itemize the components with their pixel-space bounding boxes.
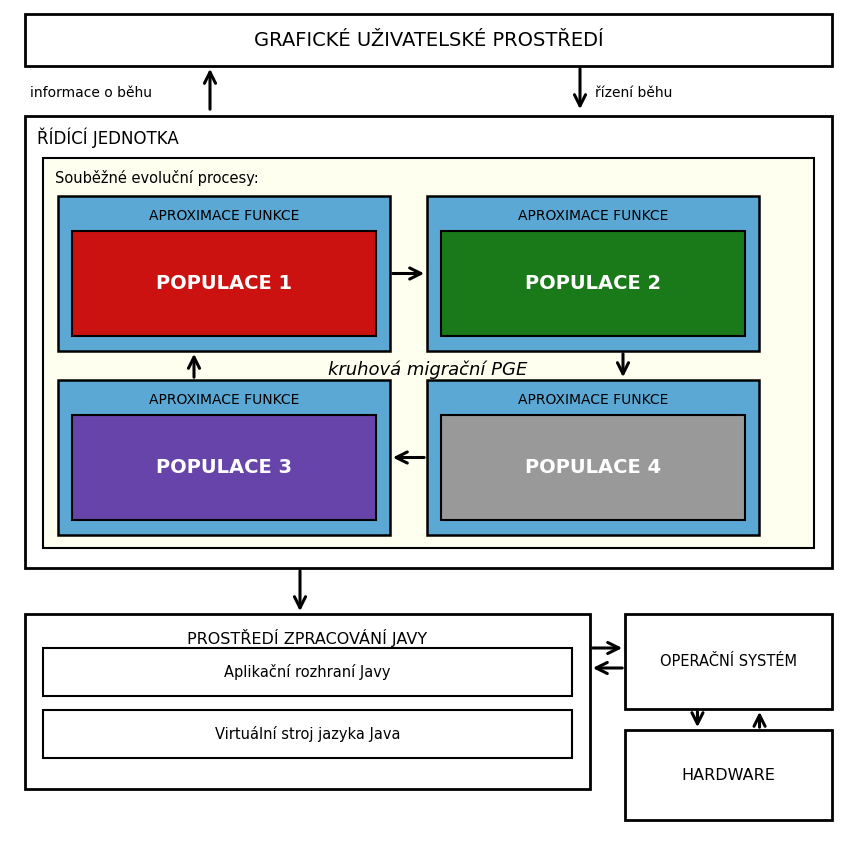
Bar [625, 614, 832, 709]
Text: APROXIMACE FUNKCE: APROXIMACE FUNKCE [518, 209, 668, 223]
Text: GRAFICKÉ UŽIVATELSKÉ PROSTŘEDÍ: GRAFICKÉ UŽIVATELSKÉ PROSTŘEDÍ [254, 30, 603, 49]
Text: Virtuální stroj jazyka Java: Virtuální stroj jazyka Java [215, 726, 400, 742]
Text: APROXIMACE FUNKCE: APROXIMACE FUNKCE [149, 393, 299, 407]
Bar [427, 196, 759, 351]
Text: ŘÍDÍCÍ JEDNOTKA: ŘÍDÍCÍ JEDNOTKA [37, 127, 179, 148]
Bar [25, 14, 832, 66]
Bar [25, 614, 590, 789]
Bar [72, 231, 376, 336]
Bar [43, 648, 572, 696]
Text: POPULACE 3: POPULACE 3 [156, 458, 292, 477]
Bar [441, 415, 745, 520]
Bar [25, 116, 832, 568]
Bar [72, 415, 376, 520]
Text: OPERAČNÍ SYSTÉM: OPERAČNÍ SYSTÉM [660, 654, 797, 669]
Text: Aplikační rozhraní Javy: Aplikační rozhraní Javy [225, 664, 391, 680]
Text: řízení běhu: řízení běhu [595, 86, 673, 100]
Text: kruhová migrační PGE: kruhová migrační PGE [328, 361, 528, 379]
Text: APROXIMACE FUNKCE: APROXIMACE FUNKCE [149, 209, 299, 223]
Bar [625, 730, 832, 820]
Text: Souběžné evoluční procesy:: Souběžné evoluční procesy: [55, 170, 259, 186]
Bar [427, 380, 759, 535]
Text: informace o běhu: informace o běhu [30, 86, 152, 100]
Text: POPULACE 2: POPULACE 2 [525, 274, 661, 293]
Bar [441, 231, 745, 336]
Bar [58, 196, 390, 351]
Text: HARDWARE: HARDWARE [681, 767, 776, 783]
Text: PROSTŘEDÍ ZPRACOVÁNÍ JAVY: PROSTŘEDÍ ZPRACOVÁNÍ JAVY [188, 629, 428, 647]
Text: APROXIMACE FUNKCE: APROXIMACE FUNKCE [518, 393, 668, 407]
Text: POPULACE 4: POPULACE 4 [525, 458, 661, 477]
Bar [43, 158, 814, 548]
Text: POPULACE 1: POPULACE 1 [156, 274, 292, 293]
Bar [43, 710, 572, 758]
Bar [58, 380, 390, 535]
